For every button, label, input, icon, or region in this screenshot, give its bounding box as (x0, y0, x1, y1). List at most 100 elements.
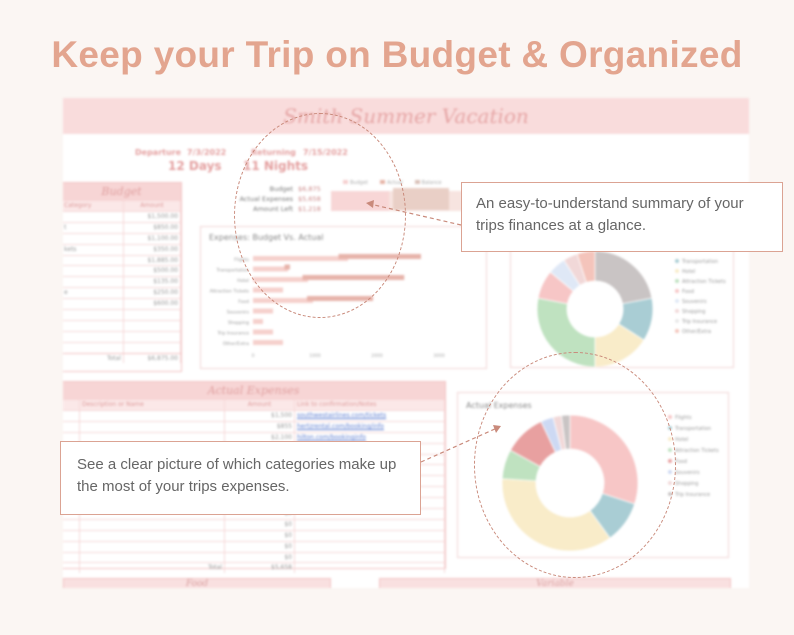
budget-category (63, 331, 124, 342)
summary-callout: An easy-to-understand summary of your tr… (461, 182, 783, 252)
confirmation-link[interactable] (295, 465, 445, 476)
confirmation-link[interactable] (295, 519, 445, 530)
budget-category (63, 255, 124, 266)
budget-row: $1,885.00 (63, 254, 181, 266)
budget-category: t (63, 222, 124, 233)
actual-amount: $0 (225, 541, 295, 552)
budget-donut-legend: Transportation Hotel Attraction Tickets Foo… (675, 257, 726, 337)
budget-row: e $250.00 (63, 287, 181, 299)
budget-row (63, 341, 181, 353)
col-link: Link to confirmation/Notes (295, 400, 445, 410)
budget-amount: $600.00 (124, 299, 181, 310)
variable-section-header: Variable (379, 578, 731, 588)
donut-legend-item: Other/Extra (675, 327, 726, 337)
bar-axis-tick: 0 (252, 353, 255, 359)
confirmation-link[interactable] (295, 509, 445, 519)
confirmation-link[interactable] (295, 487, 445, 498)
budget-row: $500.00 (63, 265, 181, 277)
actual-row: $0 (63, 529, 445, 541)
budget-amount (124, 331, 181, 342)
col-amount-actual: Amount (225, 400, 295, 410)
departure-label: Departure (135, 148, 182, 157)
budget-amount: $500.00 (124, 266, 181, 277)
donut-legend-item: Flights (668, 413, 719, 424)
confirmation-link[interactable] (295, 530, 445, 541)
headline: Keep your Trip on Budget & Organized (51, 34, 743, 75)
budget-row: $600.00 (63, 298, 181, 310)
donut-legend-item: Trip Insurance (668, 490, 719, 501)
donut-legend-item: Souvenirs (675, 297, 726, 307)
confirmation-link[interactable] (295, 552, 445, 563)
sheet-title: Smith Summer Vacation (283, 104, 529, 128)
budget-bar (253, 308, 273, 314)
budget-amount (124, 342, 181, 353)
col-amount: Amount (124, 201, 181, 211)
budget-category (63, 277, 124, 288)
budget-donut-svg (536, 250, 654, 368)
budget-row: kets $350.00 (63, 243, 181, 255)
budget-amount (124, 320, 181, 331)
sheet-title-bar (63, 98, 749, 134)
budget-amount: $350.00 (124, 244, 181, 255)
actual-total-row: Total $5,658 (63, 562, 445, 574)
bar-category-label: Other/Extra (223, 341, 249, 347)
summary-legend-item: Balance (414, 180, 442, 186)
bar-category-label: Shopping (228, 320, 249, 326)
confirmation-link[interactable] (295, 476, 445, 487)
budget-category: kets (63, 244, 124, 255)
budget-bar (253, 340, 283, 345)
actual-table-title: Actual Expenses (63, 382, 445, 400)
budget-category (63, 310, 124, 320)
confirmation-link[interactable]: hertzrental.com/booking/info (295, 421, 445, 432)
budget-amount (124, 310, 181, 320)
bar-category-label: Attraction Tickets (210, 289, 250, 295)
budget-amount: $1,100.00 (124, 233, 181, 244)
donut-legend-item: Transportation (675, 257, 726, 267)
actual-row: $0 (63, 551, 445, 563)
donut-legend-item: Attraction Tickets (675, 277, 726, 287)
budget-total-row: Total $6,875.00 (63, 352, 181, 364)
budget-bar (253, 319, 263, 324)
budget-row: $1,500.00 (63, 211, 181, 222)
confirmation-link[interactable] (295, 541, 445, 552)
actual-row: $855 hertzrental.com/booking/info (63, 420, 445, 432)
budget-donut-panel: Transportation Hotel Attraction Tickets Foo… (510, 248, 734, 368)
days-count: 12 Days (168, 159, 222, 173)
budget-row (63, 309, 181, 320)
actual-total-value: $5,658 (225, 563, 295, 574)
confirmation-link[interactable]: southwestairlines.com/tickets (295, 411, 445, 421)
departure-date: 7/3/2022 (187, 148, 227, 157)
bar-category-label: Food (238, 299, 249, 305)
food-section-header: Food (63, 578, 331, 588)
budget-total-label: Total (63, 353, 124, 364)
bar-category-label: Trip Insurance (216, 331, 249, 337)
budget-amount: $1,500.00 (124, 212, 181, 222)
summary-highlight-circle (234, 113, 406, 318)
budget-row (63, 330, 181, 342)
expenses-callout: See a clear picture of which categories … (60, 441, 421, 515)
budget-category (63, 299, 124, 310)
budget-amount: $850.00 (124, 222, 181, 233)
budget-total-value: $6,875.00 (124, 353, 181, 364)
budget-row: $135.00 (63, 276, 181, 288)
budget-table-title: Budget (63, 183, 181, 201)
actual-amount: $2,100 (225, 432, 295, 443)
donut-legend-item: Food (675, 287, 726, 297)
budget-donut-slice (594, 250, 653, 305)
budget-amount: $135.00 (124, 277, 181, 288)
donut-legend-item: Transportation (668, 424, 719, 435)
budget-category (63, 320, 124, 331)
budget-category (63, 342, 124, 353)
budget-category (63, 233, 124, 244)
donut-legend-item: Hotel (675, 267, 726, 277)
budget-row: t $850.00 (63, 221, 181, 233)
donut-legend-item: Trip Insurance (675, 317, 726, 327)
actual-table-header: Description or Name Amount Link to confi… (63, 400, 445, 410)
bar-axis-tick: 1000 (309, 353, 321, 359)
confirmation-link[interactable] (295, 498, 445, 509)
actual-row: $1,500 southwestairlines.com/tickets (63, 410, 445, 421)
actual-amount: $0 (225, 530, 295, 541)
bar-axis-tick: 3000 (433, 353, 445, 359)
budget-table-header: Category Amount (63, 201, 181, 211)
bar-category-label: Transportation (216, 268, 250, 274)
